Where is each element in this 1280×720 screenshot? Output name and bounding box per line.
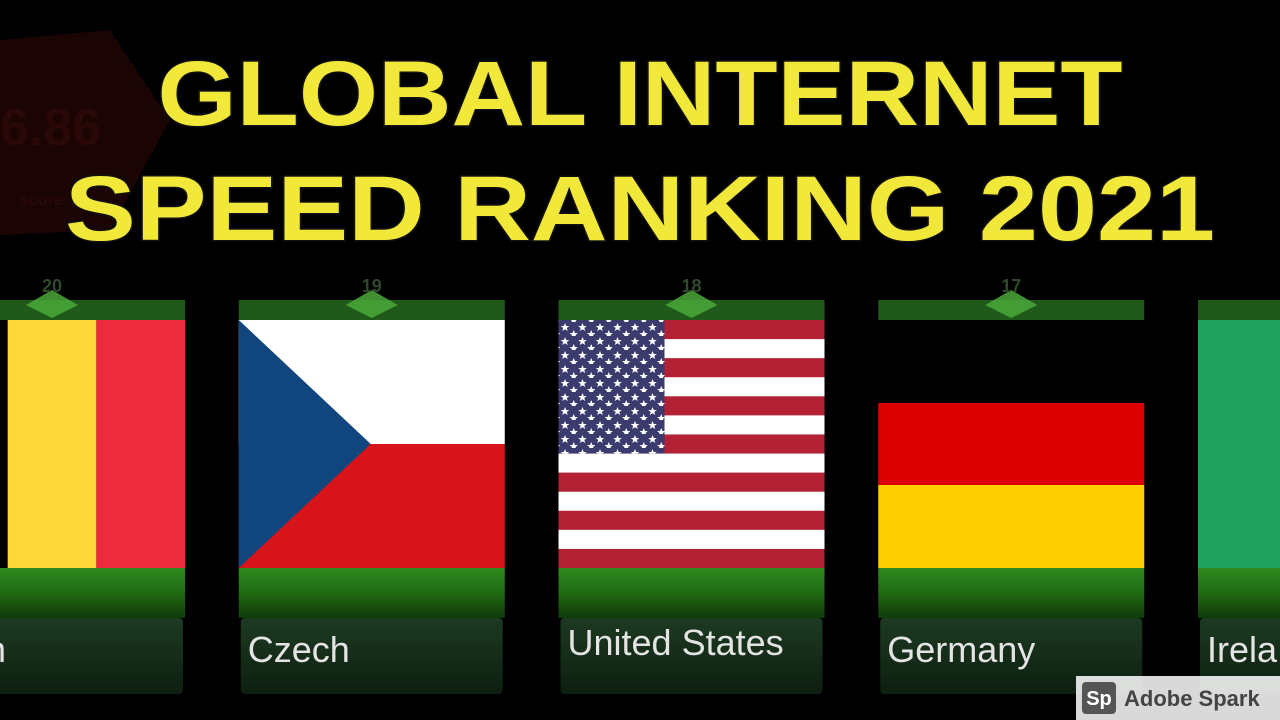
watermark: Sp Adobe Spark xyxy=(1076,676,1280,720)
card-top-bar xyxy=(0,300,185,320)
cards: 20 gium 19 Czech 18 United States 17 Germany Ire… xyxy=(0,276,1280,694)
name-plate xyxy=(240,618,503,694)
flag-yellow xyxy=(7,320,97,568)
country-card: Irela xyxy=(1198,300,1280,694)
ghost-score-label: score xyxy=(20,192,63,209)
flag-black xyxy=(0,320,8,568)
rank-number: 20 xyxy=(42,276,62,296)
flag-gold xyxy=(878,485,1145,568)
flag-stars xyxy=(558,320,665,454)
flag-stripe xyxy=(558,529,825,550)
flag-blue xyxy=(238,320,371,568)
rank-badge xyxy=(665,290,718,318)
title-line-2: SPEED RANKING 2021 xyxy=(65,158,1215,260)
rank-number: 19 xyxy=(362,276,382,296)
card-top-bar xyxy=(1198,300,1280,320)
rank-badge xyxy=(26,290,78,318)
flag-green xyxy=(1198,320,1280,568)
country-name: Germany xyxy=(887,629,1035,670)
title-line-1: GLOBAL INTERNET xyxy=(158,43,1123,145)
country-name: Czech xyxy=(248,629,350,670)
country-card: 17 Germany xyxy=(878,276,1145,694)
country-name: Irela xyxy=(1207,629,1278,670)
name-plate xyxy=(880,618,1143,694)
rank-badge xyxy=(345,290,398,318)
flag-stripe xyxy=(558,510,825,531)
country-card: 18 United States xyxy=(558,276,825,694)
country-card: 20 gium xyxy=(0,276,185,694)
grass xyxy=(878,568,1145,618)
name-plate xyxy=(560,618,823,694)
country-name: gium xyxy=(0,629,6,670)
name-plate xyxy=(0,618,183,694)
rank-number: 18 xyxy=(681,276,701,296)
country-card: 19 Czech xyxy=(238,276,505,694)
ghost-hexagon xyxy=(0,30,170,235)
grass xyxy=(238,568,505,618)
flag-stripe xyxy=(558,548,825,569)
grass xyxy=(0,568,185,618)
grass xyxy=(1198,568,1280,618)
watermark-text: Adobe Spark xyxy=(1124,686,1260,711)
watermark-logo: Sp xyxy=(1086,688,1112,710)
flag-stripe xyxy=(558,491,825,512)
grass xyxy=(558,568,825,618)
watermark-logo-bg xyxy=(1082,682,1116,714)
flag-red xyxy=(878,403,1145,485)
name-plate xyxy=(1200,618,1280,694)
rank-badge xyxy=(985,290,1038,318)
country-name: United States xyxy=(568,622,784,663)
flag-stripe xyxy=(558,472,825,492)
flag-red xyxy=(96,320,185,568)
rank-number: 17 xyxy=(1001,276,1021,296)
ghost-score: 6.86 xyxy=(0,99,101,157)
flag-stripe xyxy=(558,453,825,473)
